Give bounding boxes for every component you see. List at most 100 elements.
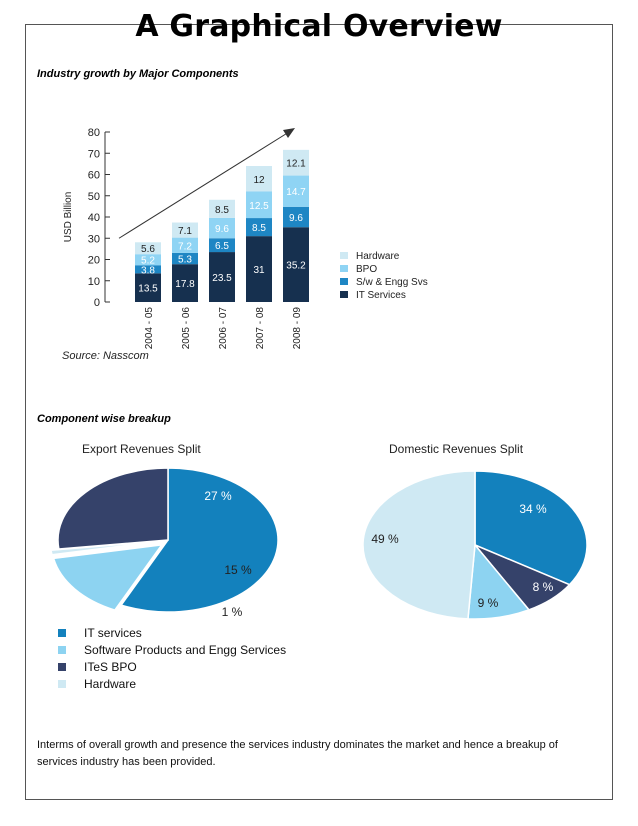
bar-segment [172,222,198,238]
bar-segment [209,238,235,253]
bar-value-label: 12.5 [249,201,269,212]
y-tick-label: 30 [88,233,100,245]
legend-label: IT services [84,625,142,640]
legend-swatch [340,252,348,259]
bar-value-label: 7.1 [178,226,192,237]
legend-swatch [340,291,348,298]
y-tick-label: 10 [88,276,100,288]
bar-segment [246,166,272,192]
export-pie-title: Export Revenues Split [82,442,201,456]
legend-label: S/w & Engg Svs [356,277,428,288]
bar-segment [283,227,309,302]
source-note: Source: Nasscom [62,350,149,362]
bar-value-label: 17.8 [175,279,195,290]
export-pie-chart: 57 %15 %1 %27 % [50,467,279,619]
pie-value-label: 34 % [519,502,547,516]
bar-segment [246,191,272,219]
legend-swatch [340,278,348,285]
trend-arrow-head [283,128,295,138]
bar-value-label: 9.6 [289,213,303,224]
bar-segment [172,264,198,302]
bar-value-label: 3.8 [141,265,155,276]
x-tick-label: 2006 - 07 [218,307,229,350]
bar-value-label: 5.2 [141,256,155,267]
bar-value-label: 31 [253,265,265,276]
bar-segment [172,237,198,253]
bar-segment [135,273,161,302]
bar-segment [209,217,235,239]
legend-label: Software Products and Engg Services [84,642,287,657]
pie-slice [57,467,169,550]
bar-value-label: 5.6 [141,244,155,255]
bar-value-label: 5.3 [178,255,192,266]
pie-slice [52,543,164,611]
bar-value-label: 7.2 [178,241,192,252]
y-tick-label: 20 [88,255,100,267]
bar-segment [209,199,235,218]
pie-value-label: 15 % [224,563,252,577]
legend-item-hardware: Hardware [58,675,286,692]
legend-swatch [58,628,66,637]
bar-segment [283,149,309,176]
bar-segment [209,252,235,302]
bar-value-label: 12 [253,175,265,186]
legend-swatch [340,265,348,272]
bar-value-label: 8.5 [215,205,229,216]
y-tick-label: 80 [88,127,100,139]
legend-label: BPO [356,264,377,275]
bar-value-label: 12.1 [286,159,306,170]
bar-segment [283,175,309,207]
legend-item-software: Software Products and Engg Services [58,641,286,658]
legend-label: Hardware [356,251,400,262]
x-tick-label: 2008 - 09 [292,307,303,350]
pie-slice [362,470,476,620]
legend-swatch [58,662,66,671]
pie-slice [50,540,161,556]
page-frame [25,24,613,800]
x-tick-label: 2004 - 05 [144,307,155,350]
domestic-pie-title: Domestic Revenues Split [389,442,524,456]
y-axis-label: USD Billion [63,192,74,243]
bar-value-label: 14.7 [286,187,306,198]
bar-value-label: 9.6 [215,224,229,235]
legend-label: ITeS BPO [84,659,137,674]
y-tick-label: 50 [88,191,100,203]
page-title: A Graphical Overview [135,9,503,44]
bar-segment [246,236,272,302]
body-paragraph: Interms of overall growth and presence t… [37,739,558,768]
pie-value-label: 8 % [533,580,554,594]
legend-label: IT Services [356,290,406,301]
y-tick-label: 0 [94,297,100,309]
pie-value-label: 27 % [204,489,232,503]
bar-segment [135,254,161,266]
legend-item-it-services: IT services [58,624,286,641]
y-tick-label: 40 [88,212,100,224]
legend-label: Hardware [84,676,137,691]
pie-slice [119,467,279,613]
legend-item-ites-bpo: ITeS BPO [58,658,286,675]
x-tick-label: 2005 - 06 [181,307,192,350]
bar-value-label: 13.5 [138,284,158,295]
bar-value-label: 23.5 [212,273,232,284]
bar-segment [283,206,309,228]
bar-segment [172,252,198,265]
legend-swatch [58,645,66,654]
growth-heading: Industry growth by Major Components [37,68,239,80]
x-tick-label: 2007 - 08 [255,307,266,350]
bar-value-label: 35.2 [286,261,306,272]
domestic-pie-chart: 34 % 8 % 9 % 49 % [362,470,588,620]
pie-value-label: 1 % [222,605,243,619]
bar-value-label: 6.5 [215,241,229,252]
bar-value-label: 8.5 [252,223,266,234]
pie-legend: IT services Software Products and Engg S… [58,624,286,692]
bar-segment [246,218,272,237]
y-tick-label: 70 [88,148,100,160]
bar-segment [135,242,161,255]
pie-value-label: 49 % [371,532,399,546]
y-tick-label: 60 [88,170,100,182]
bar-segment [135,265,161,274]
pie-value-label: 9 % [478,596,499,610]
trend-arrow-line [118,131,290,239]
legend-swatch [58,679,66,688]
